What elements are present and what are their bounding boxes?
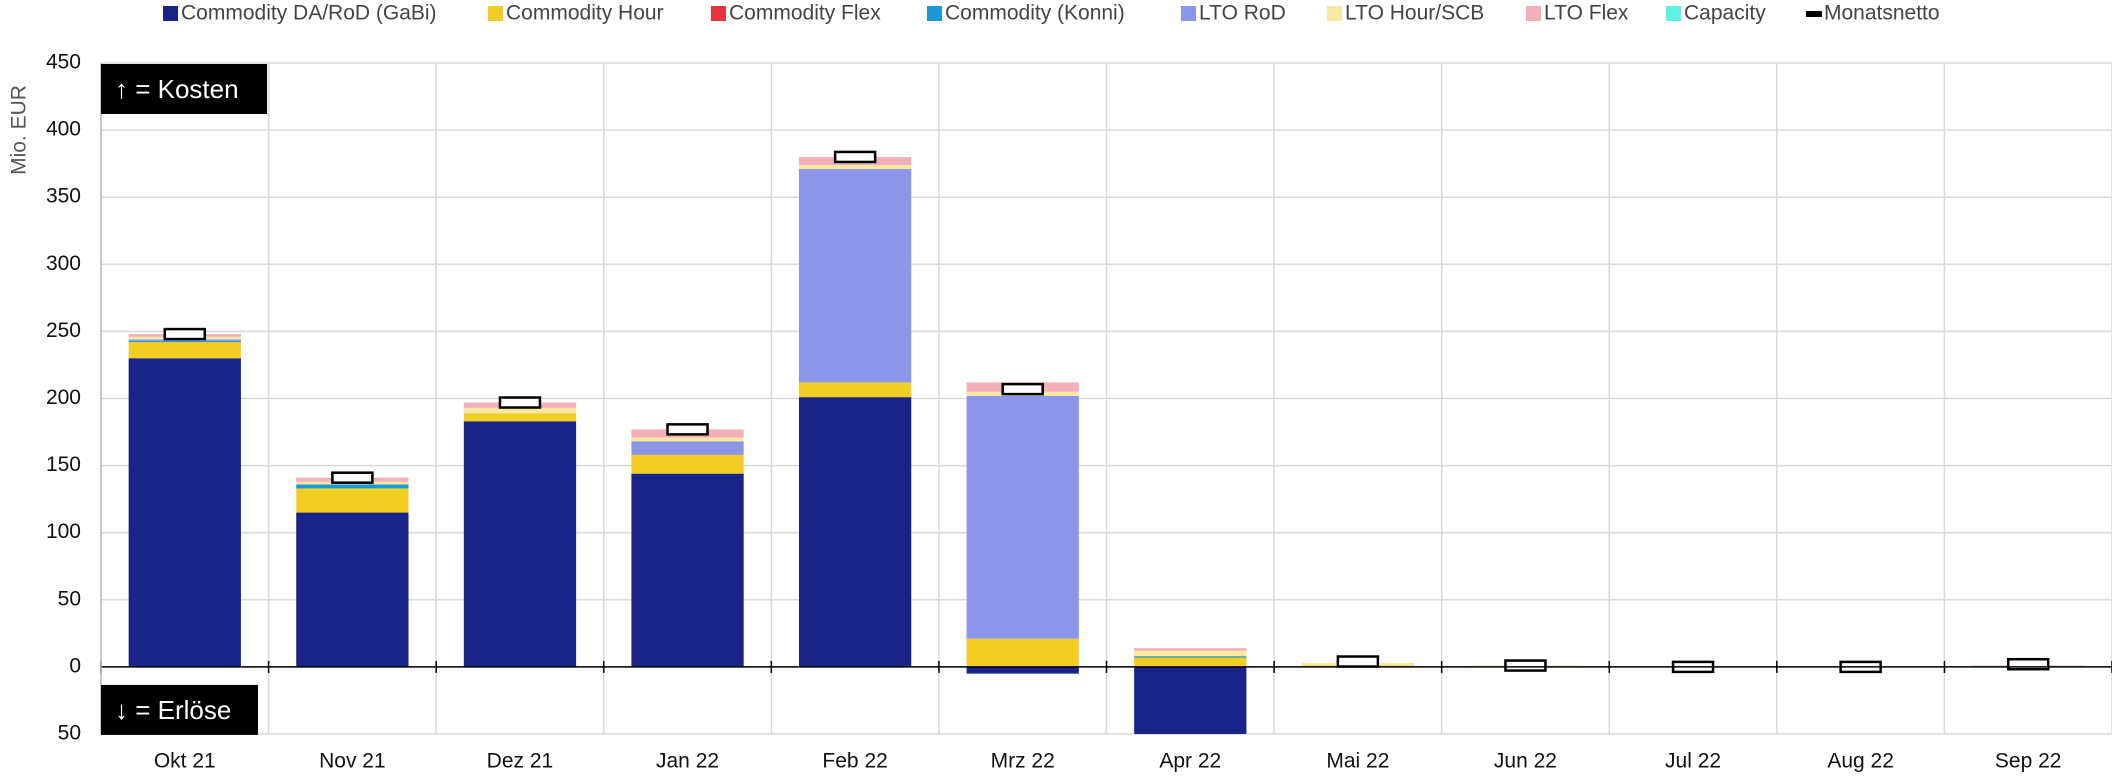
x-tick-label: Feb 22	[822, 750, 887, 773]
net-marker	[833, 150, 877, 164]
bar-segment	[1134, 648, 1247, 651]
bar-segment	[128, 340, 241, 343]
legend-label: LTO Flex	[1544, 2, 1629, 25]
bar-segment	[631, 473, 744, 667]
legend-label: Commodity (Konni)	[945, 2, 1125, 25]
legend-swatch	[1181, 6, 1196, 21]
bar-segment	[463, 413, 577, 422]
annotation-box	[101, 684, 258, 735]
bar-segment	[798, 164, 912, 170]
x-tick-label: Jul 22	[1665, 750, 1721, 773]
net-marker	[1336, 655, 1380, 668]
x-tick-label: Aug 22	[1827, 750, 1894, 773]
net-marker	[498, 396, 542, 409]
bar-segment	[966, 666, 1079, 674]
legend-swatch	[1526, 6, 1541, 21]
legend-label: Capacity	[1684, 2, 1766, 25]
legend-swatch	[1327, 6, 1342, 21]
x-tick-label: Dez 21	[487, 750, 554, 773]
bar-segment	[463, 407, 577, 414]
net-marker	[163, 327, 207, 341]
net-marker	[331, 471, 374, 484]
net-marker	[1001, 382, 1044, 396]
legend-label: LTO Hour/SCB	[1345, 2, 1484, 25]
legend-label: Commodity Hour	[506, 2, 664, 25]
legend-swatch	[163, 6, 178, 21]
bar-segment	[631, 441, 744, 455]
y-axis-label: Mio. EUR	[8, 85, 31, 175]
net-marker	[666, 423, 709, 436]
y-tick-label: 50	[58, 587, 81, 610]
bar-segment	[1134, 666, 1247, 734]
legend-swatch	[927, 6, 942, 21]
bar-segment	[798, 397, 912, 667]
net-marker	[1504, 659, 1547, 672]
bar-segment	[296, 488, 409, 513]
bar-segment	[798, 169, 912, 383]
x-tick-label: Mai 22	[1326, 750, 1389, 773]
bar-segment	[1134, 656, 1247, 658]
bar-segment	[966, 395, 1079, 639]
legend-swatch	[1666, 6, 1681, 21]
bar-segment	[463, 421, 577, 667]
y-tick-label: 150	[46, 453, 81, 476]
annotation: ↓ = Erlöse	[115, 695, 231, 725]
legend-label: Monatsnetto	[1824, 2, 1940, 25]
bar-segment	[128, 358, 241, 667]
x-tick-label: Mrz 22	[991, 750, 1055, 773]
legend-label: Commodity Flex	[729, 2, 881, 25]
x-tick-label: Jun 22	[1494, 750, 1557, 773]
y-tick-label: 50	[58, 722, 81, 745]
bar-segment	[296, 512, 409, 667]
y-tick-label: 250	[46, 319, 81, 342]
bar-segment	[128, 342, 241, 359]
plot-area	[128, 150, 2085, 734]
x-tick-label: Jan 22	[656, 750, 719, 773]
legend-label: LTO RoD	[1199, 2, 1286, 25]
y-tick-label: 400	[46, 118, 81, 141]
x-tick-label: Apr 22	[1159, 750, 1221, 773]
y-tick-label: 450	[46, 51, 81, 74]
x-tick-label: Nov 21	[319, 750, 386, 773]
bar-segment	[631, 454, 744, 474]
bar-segment	[966, 638, 1079, 667]
bar-segment	[296, 484, 409, 489]
annotation: ↑ = Kosten	[115, 74, 239, 104]
annotation-box	[101, 64, 267, 114]
x-tick-label: Sep 22	[1995, 750, 2062, 773]
y-tick-label: 100	[46, 520, 81, 543]
net-marker	[2006, 657, 2050, 671]
legend-label: Commodity DA/RoD (GaBi)	[181, 2, 437, 25]
y-tick-label: 300	[46, 252, 81, 275]
bar-segment	[1134, 657, 1247, 667]
bar-segment	[798, 382, 912, 398]
y-tick-label: 200	[46, 386, 81, 409]
y-tick-label: 0	[69, 654, 81, 677]
y-tick-label: 350	[46, 185, 81, 208]
bar-segment	[1134, 650, 1247, 657]
legend-swatch	[1806, 11, 1822, 17]
bar-segment	[631, 437, 744, 442]
x-tick-label: Okt 21	[154, 750, 216, 773]
legend-swatch	[711, 6, 726, 21]
legend-swatch	[488, 6, 503, 21]
